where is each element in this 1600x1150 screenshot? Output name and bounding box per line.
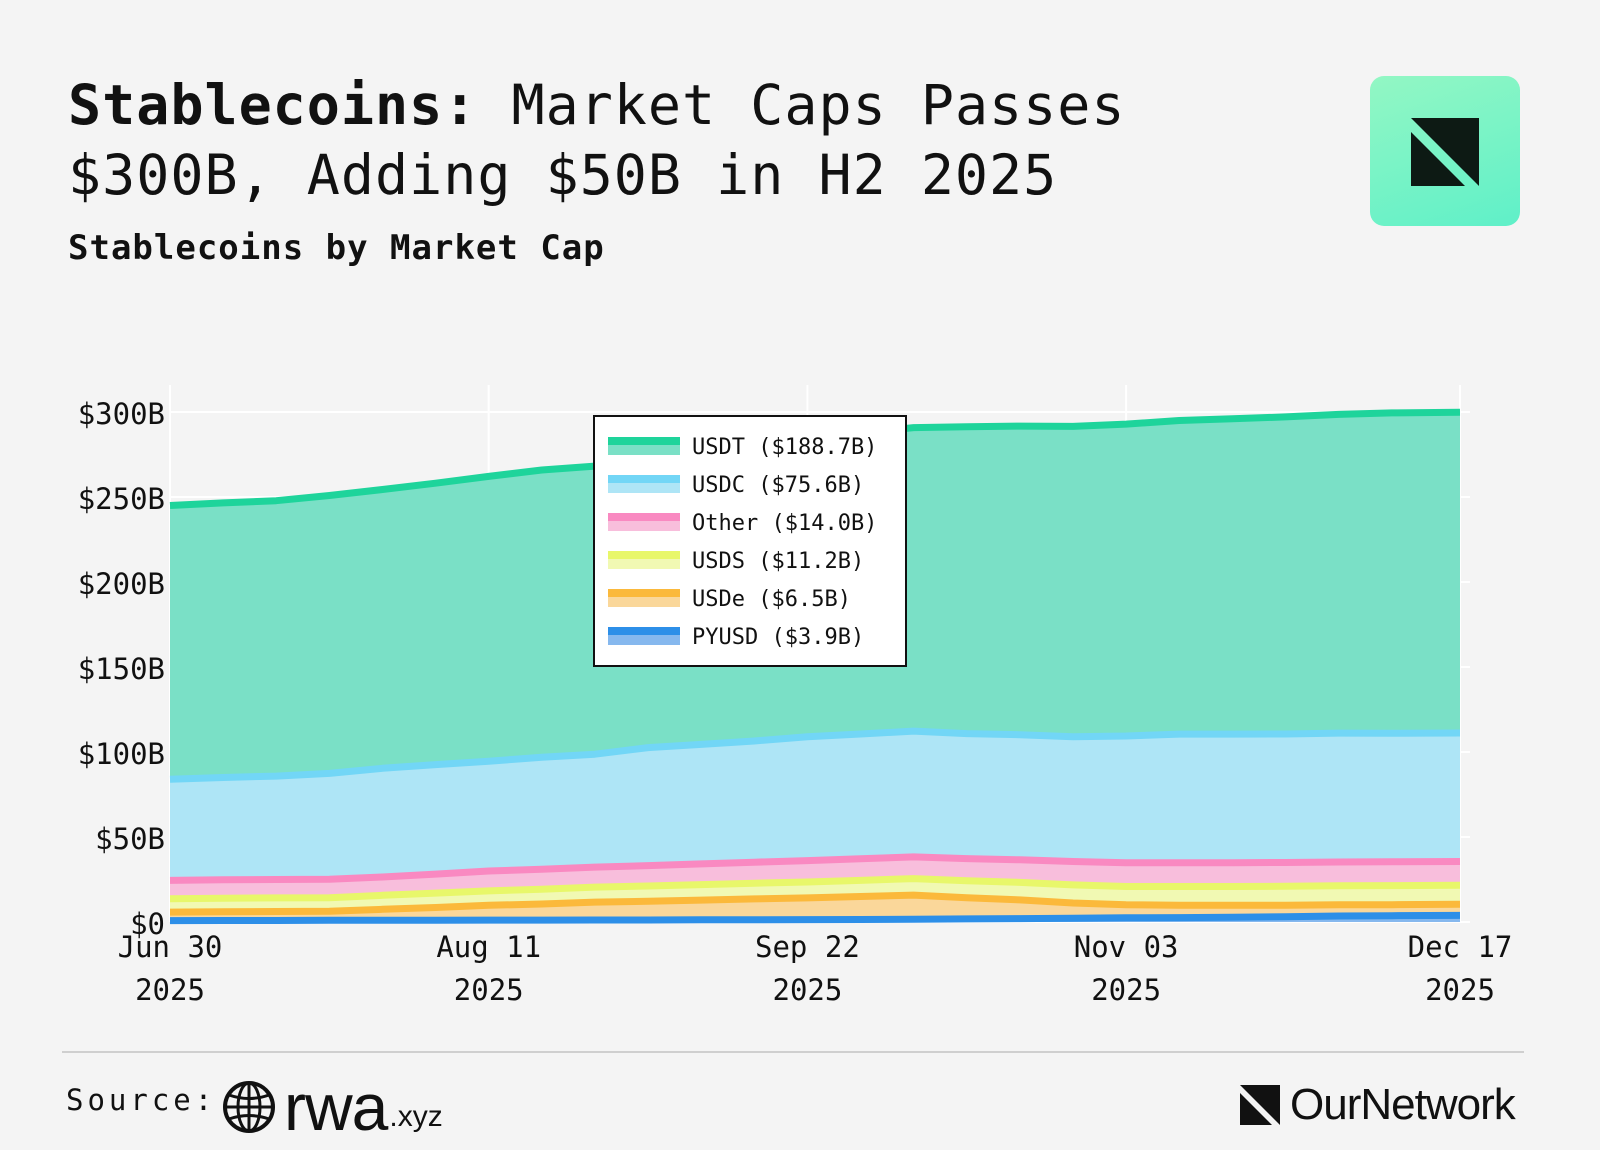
chart-title-rest: Market Caps Passes $300B, Adding $50B in… (68, 73, 1126, 207)
legend-swatch-line (608, 589, 680, 597)
legend-swatch-line (608, 475, 680, 483)
line-other (169, 853, 1461, 884)
legend-label: USDe ($6.5B) (692, 587, 851, 612)
chart-title: Stablecoins: Market Caps Passes $300B, A… (68, 70, 1288, 210)
area-usde (170, 895, 1460, 921)
x-tick-label: Jun 30 (118, 930, 223, 964)
ournetwork-mark-icon (1411, 118, 1479, 186)
x-tick-label-year: 2025 (1425, 973, 1495, 1007)
globe-icon (223, 1081, 275, 1133)
legend-swatch-line (608, 513, 680, 521)
rwa-xyz-logo: rwa .xyz (222, 1070, 443, 1140)
legend-label: USDT ($188.7B) (692, 435, 877, 460)
line-usds (169, 875, 1461, 903)
chart-subtitle: Stablecoins by Market Cap (68, 228, 605, 268)
y-tick-label: $300B (78, 397, 165, 431)
source-name: rwa (284, 1070, 388, 1144)
y-tick-label: $50B (95, 822, 165, 856)
legend-label: Other ($14.0B) (692, 511, 877, 536)
y-tick-label: $0 (130, 907, 165, 941)
line-usdc (169, 727, 1461, 783)
legend-swatch-line (608, 437, 680, 445)
x-tick-label-year: 2025 (1091, 973, 1161, 1007)
legend-label: USDS ($11.2B) (692, 549, 864, 574)
line-pyusd (169, 911, 1461, 925)
y-tick-label: $250B (78, 482, 165, 516)
ournetwork-logo-badge (1370, 76, 1520, 226)
legend-box (593, 415, 907, 667)
x-tick-label: Sep 22 (755, 930, 860, 964)
footer-divider (62, 1051, 1524, 1053)
legend-swatch-line (608, 551, 680, 559)
y-tick-label: $200B (78, 567, 165, 601)
x-tick-label: Aug 11 (436, 930, 541, 964)
legend-label: PYUSD ($3.9B) (692, 625, 864, 650)
ournetwork-brand: OurNetwork (1240, 1080, 1516, 1130)
source-label: Source: (66, 1083, 217, 1117)
ournetwork-footer-mark-icon (1240, 1085, 1280, 1125)
x-tick-label: Dec 17 (1408, 930, 1513, 964)
x-tick-label-year: 2025 (454, 973, 524, 1007)
x-tick-label-year: 2025 (135, 973, 205, 1007)
y-tick-label: $100B (78, 737, 165, 771)
line-usde (169, 891, 1461, 916)
stacked-area-chart: $0 $50B $100B $150B $200B $250B $300B Jun 30 202… (78, 385, 1513, 1007)
chart-title-bold: Stablecoins: (68, 73, 478, 137)
area-usdc (170, 731, 1460, 881)
brand-name: OurNetwork (1290, 1080, 1516, 1129)
y-tick-label: $150B (78, 652, 165, 686)
legend-swatch-line (608, 627, 680, 635)
legend-label: USDC ($75.6B) (692, 473, 864, 498)
x-tick-label-year: 2025 (772, 973, 842, 1007)
x-tick-label: Nov 03 (1074, 930, 1179, 964)
source-tld: .xyz (389, 1100, 443, 1133)
